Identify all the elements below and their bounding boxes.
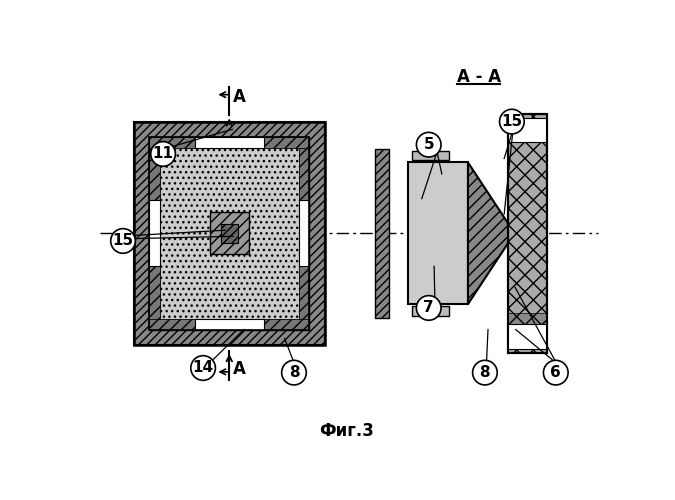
Bar xyxy=(298,148,309,318)
Bar xyxy=(149,200,160,266)
Bar xyxy=(375,148,389,318)
Text: 7: 7 xyxy=(423,300,434,316)
Text: A: A xyxy=(233,88,246,106)
Text: 6: 6 xyxy=(550,365,561,380)
Bar xyxy=(221,224,238,244)
Circle shape xyxy=(416,296,441,320)
Text: A - A: A - A xyxy=(457,68,501,86)
Text: 11: 11 xyxy=(153,146,173,162)
Bar xyxy=(134,122,325,345)
Bar xyxy=(412,151,449,160)
Circle shape xyxy=(151,142,176,167)
Bar xyxy=(160,148,298,318)
Polygon shape xyxy=(468,162,508,304)
Bar xyxy=(210,212,248,254)
Text: 5: 5 xyxy=(423,137,434,152)
Bar xyxy=(149,148,160,318)
Bar xyxy=(149,137,309,148)
Text: 15: 15 xyxy=(502,114,522,129)
Bar xyxy=(508,118,547,142)
Bar xyxy=(508,312,547,324)
Bar xyxy=(194,137,264,148)
Circle shape xyxy=(281,360,306,385)
Bar xyxy=(412,306,449,316)
Text: 14: 14 xyxy=(192,360,214,376)
Bar xyxy=(408,162,468,304)
Text: 8: 8 xyxy=(480,365,490,380)
Circle shape xyxy=(111,228,136,254)
Bar xyxy=(149,137,309,330)
Circle shape xyxy=(416,132,441,157)
Bar xyxy=(149,137,309,330)
Circle shape xyxy=(472,360,497,385)
Bar xyxy=(298,200,309,266)
Circle shape xyxy=(191,356,215,380)
Circle shape xyxy=(500,110,524,134)
Bar xyxy=(508,114,547,352)
Bar xyxy=(194,318,264,330)
Bar xyxy=(134,122,325,345)
Text: 8: 8 xyxy=(289,365,299,380)
Circle shape xyxy=(543,360,568,385)
Bar xyxy=(149,318,309,330)
Text: Фиг.3: Фиг.3 xyxy=(319,422,374,440)
Text: 15: 15 xyxy=(113,234,134,248)
Text: A: A xyxy=(233,360,246,378)
Bar xyxy=(508,114,547,352)
Bar xyxy=(508,324,547,349)
